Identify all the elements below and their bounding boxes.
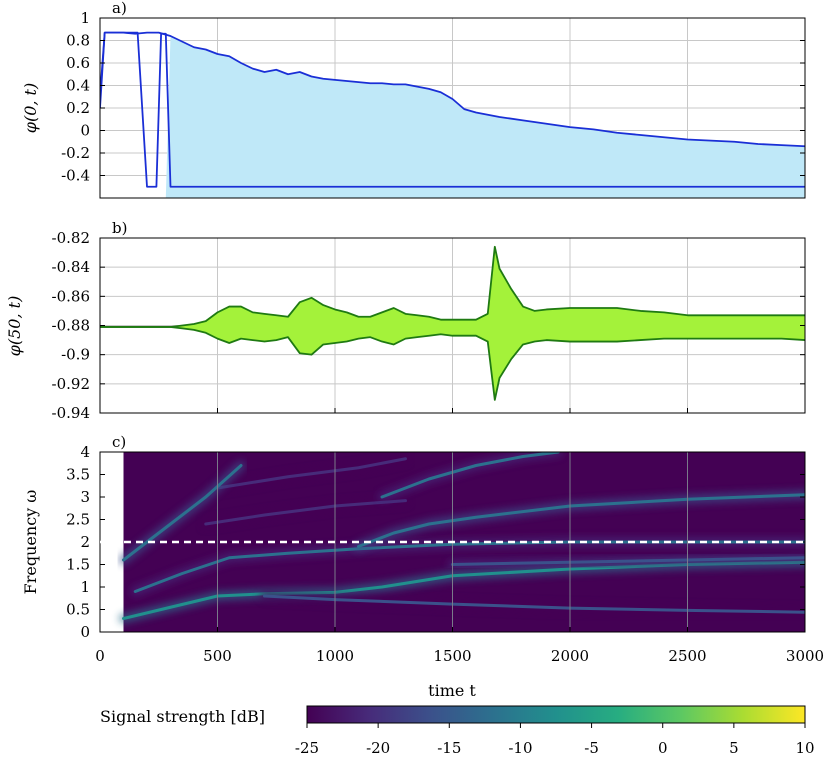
y-tick-label-c-1: 3.5 — [66, 466, 90, 484]
colorbar-tick-label-1: -20 — [366, 739, 390, 757]
colorbar-tick-label-4: -5 — [584, 739, 599, 757]
colorbar-tick-label-6: 5 — [729, 739, 739, 757]
x-tick-label-1: 500 — [203, 647, 232, 665]
y-axis-label-a: φ(0, t) — [21, 83, 40, 133]
y-axis-label-b: φ(50, t) — [5, 296, 24, 357]
x-ticks-c: 0 500 1000 1500 2000 2500 3000 — [95, 647, 824, 665]
x-axis-label: time t — [428, 681, 476, 700]
panel-label-c: c) — [112, 433, 126, 451]
y-tick-label-a-5: 0 — [80, 122, 90, 140]
panel-label-a: a) — [112, 0, 127, 17]
y-tick-label-a-7: -0.4 — [61, 167, 90, 185]
y-tick-label-b-5: -0.92 — [52, 375, 90, 393]
series-lower-line-b — [100, 326, 805, 401]
y-tick-label-c-7: 0.5 — [66, 601, 90, 619]
y-ticks-b: -0.82 -0.84 -0.86 -0.88 -0.9 -0.92 -0.94 — [52, 229, 805, 422]
y-tick-label-c-8: 0 — [80, 623, 90, 641]
y-tick-label-b-4: -0.9 — [61, 346, 90, 364]
colorbar-gradient — [306, 705, 806, 724]
y-tick-label-c-0: 4 — [80, 443, 90, 461]
x-tick-label-0: 0 — [95, 647, 105, 665]
y-tick-label-c-4: 2 — [80, 533, 90, 551]
y-tick-label-a-4: 0.2 — [66, 99, 90, 117]
y-axis-label-c: Frequency ω — [21, 490, 40, 595]
colorbar: Signal strength [dB] -25 -20 -15 -10 -5 0 5 10 — [100, 705, 815, 757]
y-tick-label-b-0: -0.82 — [52, 229, 90, 247]
y-tick-label-a-1: 0.8 — [66, 32, 90, 50]
y-tick-label-c-3: 2.5 — [66, 511, 90, 529]
series-upper-line-a — [100, 31, 805, 148]
colorbar-label: Signal strength [dB] — [100, 707, 265, 726]
series-fill-b — [100, 246, 805, 400]
y-tick-label-b-6: -0.94 — [52, 404, 90, 422]
heatmap-ridge-6 — [216, 457, 407, 490]
heatmap-ridge-8 — [122, 464, 243, 562]
colorbar-tick-label-7: 10 — [795, 739, 814, 757]
y-tick-label-b-1: -0.84 — [52, 258, 90, 276]
colorbar-tick-label-3: -10 — [508, 739, 532, 757]
series-fill-a — [165, 36, 805, 198]
y-tick-label-b-3: -0.88 — [52, 317, 90, 335]
plot-area-b — [100, 245, 805, 401]
series-upper-line-b — [100, 245, 805, 328]
y-ticks-c: 4 3.5 3 2.5 2 1.5 1 0.5 0 — [66, 443, 805, 641]
y-tick-label-a-6: -0.2 — [61, 144, 90, 162]
y-tick-label-c-5: 1.5 — [66, 556, 90, 574]
x-tick-label-5: 2500 — [668, 647, 706, 665]
y-tick-label-a-0: 1 — [80, 9, 90, 27]
y-tick-label-b-2: -0.86 — [52, 287, 90, 305]
heatmap-ridge-1 — [263, 594, 805, 614]
y-tick-label-a-2: 0.6 — [66, 54, 90, 72]
x-tick-label-6: 3000 — [786, 647, 824, 665]
x-tick-label-4: 2000 — [551, 647, 589, 665]
colorbar-tick-label-2: -15 — [437, 739, 461, 757]
plot-area-a — [100, 31, 805, 198]
colorbar-tick-label-5: 0 — [658, 739, 668, 757]
x-tick-label-2: 1000 — [316, 647, 354, 665]
heatmap-ridge-4 — [204, 499, 407, 526]
y-tick-label-c-6: 1 — [80, 578, 90, 596]
panel-label-b: b) — [112, 219, 127, 237]
panel-a: 1 0.8 0.6 0.4 0.2 0 -0.2 -0.4 a) φ(0, t) — [21, 0, 806, 199]
y-tick-label-a-3: 0.4 — [66, 77, 90, 95]
y-tick-label-c-2: 3 — [80, 488, 90, 506]
panel-b: -0.82 -0.84 -0.86 -0.88 -0.9 -0.92 -0.94 b) φ(… — [5, 219, 806, 422]
colorbar-tick-label-0: -25 — [295, 739, 319, 757]
heatmap-ridge-7 — [451, 556, 805, 566]
heatmap-ridge-0 — [122, 560, 805, 620]
x-tick-label-3: 1500 — [433, 647, 471, 665]
y-ticks-a: 1 0.8 0.6 0.4 0.2 0 -0.2 -0.4 — [61, 9, 805, 185]
heatmap-ridge-5 — [380, 452, 560, 499]
colorbar-ticks: -25 -20 -15 -10 -5 0 5 10 — [295, 723, 815, 757]
panel-c: 4 3.5 3 2.5 2 1.5 1 0.5 0 0 500 1000 1500 2000 2500 30… — [21, 433, 824, 700]
series-lower-line-a — [100, 31, 805, 188]
